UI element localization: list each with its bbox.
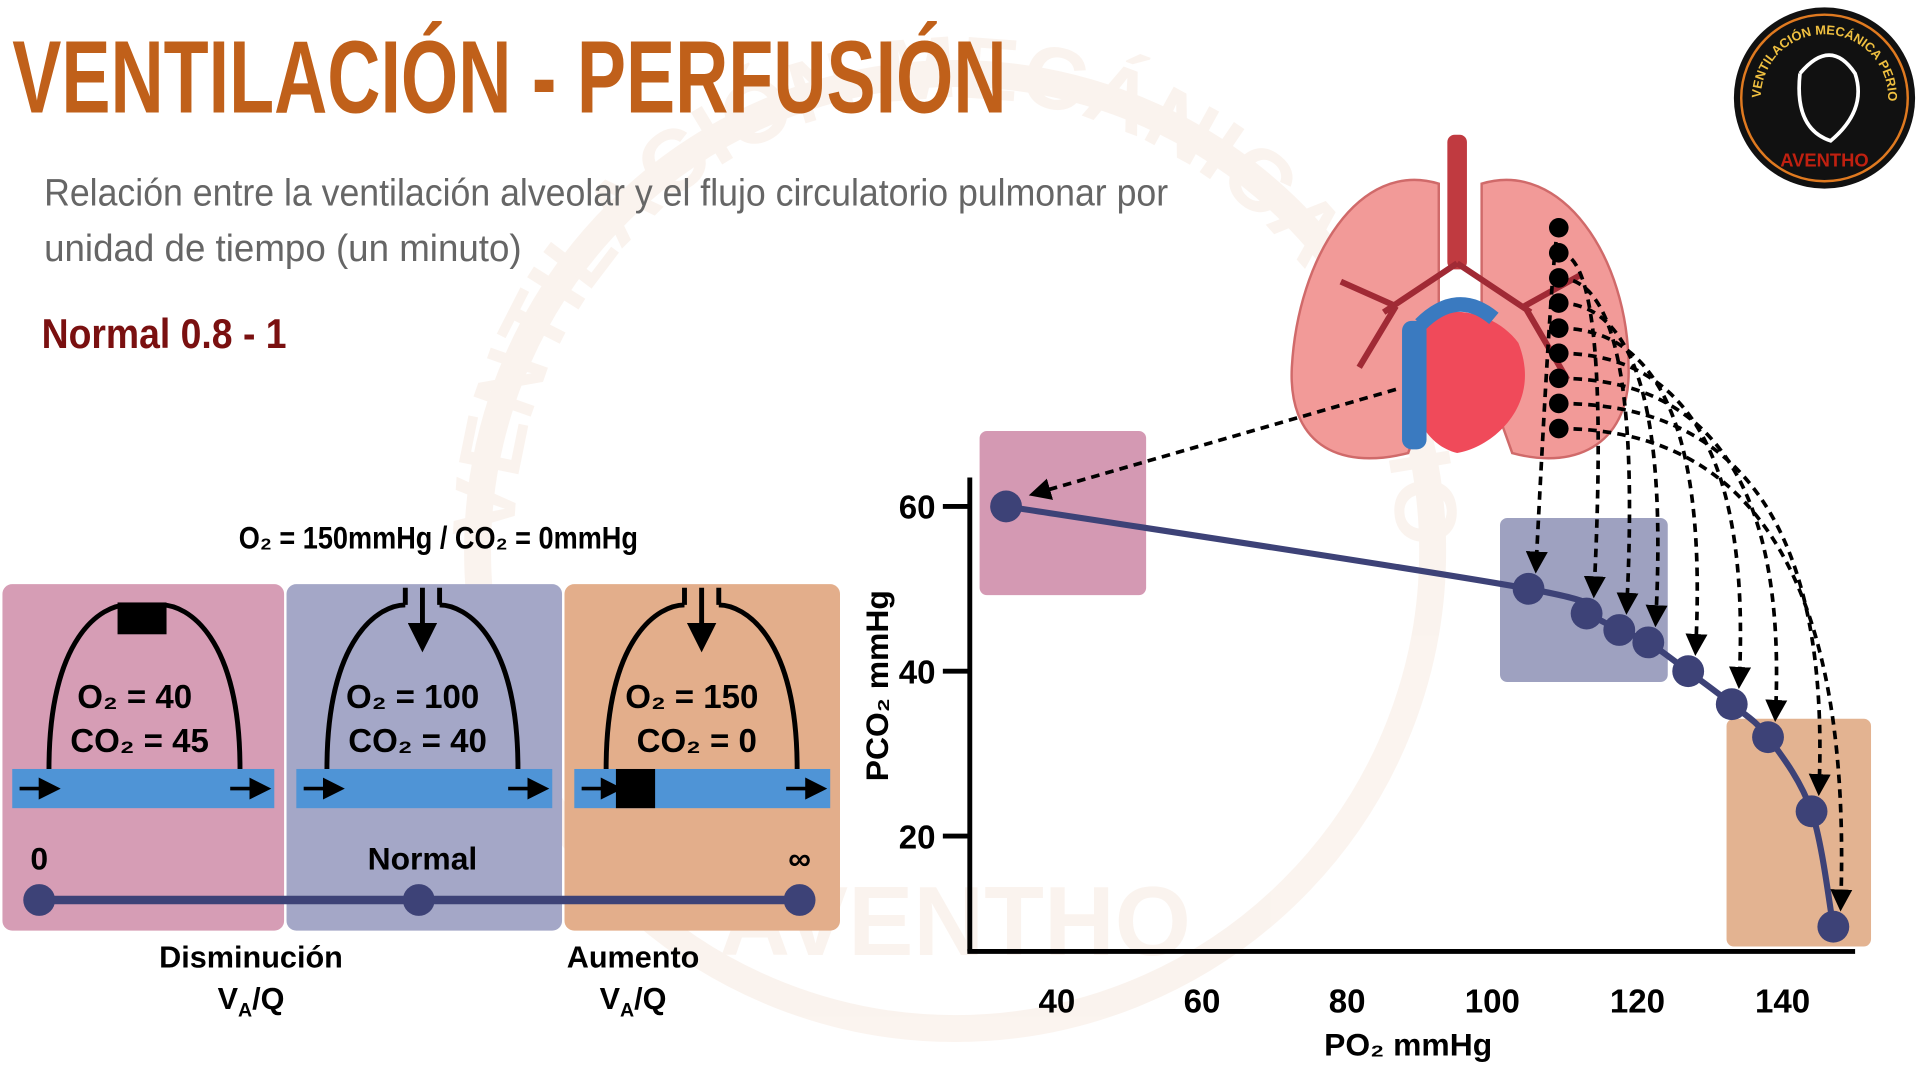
- ratio-part: /Q: [634, 982, 666, 1016]
- lung-sample: [1548, 368, 1569, 389]
- unit-box: [2, 584, 285, 931]
- lung-sample: [1548, 318, 1569, 338]
- arrow: [1558, 326, 1708, 657]
- lung-sample: [1548, 293, 1569, 313]
- co2-value: CO₂ = 45: [70, 723, 209, 760]
- scale-point: [402, 884, 435, 916]
- ratio-part: /Q: [252, 982, 284, 1016]
- alveolus: [603, 602, 800, 769]
- ratio-part: A: [238, 999, 252, 1021]
- lung-sample: [1548, 393, 1569, 414]
- airway-block: [117, 602, 167, 635]
- scale-caption: Disminución: [159, 940, 343, 974]
- arrow: [1558, 351, 1751, 689]
- o2-value: O₂ = 100: [346, 679, 479, 716]
- perfusion-block: [615, 768, 656, 809]
- scale-label: ∞: [788, 840, 811, 876]
- co2-value: CO₂ = 40: [348, 723, 487, 760]
- o2-value: O₂ = 150: [625, 679, 758, 716]
- scale-point: [23, 884, 56, 916]
- airway: [402, 587, 443, 605]
- y-tick-label: 40: [899, 654, 936, 691]
- lung-sample: [1548, 268, 1569, 288]
- scale-label: 0: [30, 840, 48, 876]
- point: [1752, 721, 1784, 754]
- arrow: [1028, 387, 1397, 500]
- scale-label: Normal: [368, 840, 478, 876]
- lungs-illustration: [1290, 134, 1630, 460]
- arrow: [1558, 301, 1668, 628]
- scale-caption: Aumento: [567, 940, 700, 974]
- arrow: [1558, 426, 1853, 912]
- x-tick-label: 100: [1465, 984, 1520, 1021]
- unit-box: [286, 584, 563, 931]
- x-axis-label: PO₂ mmHg: [1324, 1027, 1492, 1063]
- ratio-part: V: [600, 982, 621, 1016]
- subtitle: Relación entre la ventilación alveolar y…: [44, 173, 1168, 215]
- ratio-part: V: [218, 982, 239, 1016]
- lung-sample: [1548, 243, 1569, 263]
- point: [1632, 626, 1665, 659]
- arrow: [1558, 376, 1788, 722]
- airway: [682, 587, 722, 605]
- scale-point: [783, 884, 816, 916]
- y-tick-label: 20: [899, 819, 936, 856]
- lung-sample: [1548, 418, 1569, 439]
- co2-value: CO₂ = 0: [637, 723, 757, 760]
- title: VENTILACIÓN - PERFUSIÓN: [12, 20, 1006, 135]
- lung-sample: [1548, 217, 1569, 238]
- normal-range: Normal 0.8 - 1: [42, 310, 287, 357]
- point: [990, 490, 1022, 523]
- logo-brand: AVENTHO: [1780, 150, 1868, 171]
- ratio-label: VA/Q: [218, 982, 285, 1021]
- ratio-label: VA/Q: [600, 982, 667, 1021]
- zone-box: [1726, 718, 1872, 947]
- y-axis-label: PCO₂ mmHg: [859, 590, 895, 781]
- point: [1603, 614, 1636, 646]
- unit-box: [564, 584, 840, 931]
- arrow: [1558, 401, 1831, 797]
- inspired-gas: O₂ = 150mmHg / CO₂ = 0mmHg: [239, 520, 638, 556]
- point: [1817, 910, 1850, 943]
- alveolus: [46, 602, 243, 769]
- point: [1715, 688, 1748, 721]
- subtitle: unidad de tiempo (un minuto): [44, 228, 522, 270]
- x-tick-label: 120: [1610, 984, 1665, 1021]
- point: [1512, 572, 1545, 605]
- y-tick-label: 60: [899, 490, 936, 527]
- ratio-part: A: [620, 999, 634, 1021]
- lung-sample: [1548, 343, 1569, 364]
- point: [1570, 597, 1603, 630]
- x-tick-label: 140: [1755, 984, 1810, 1021]
- x-tick-label: 40: [1038, 984, 1075, 1021]
- arrow: [1558, 251, 1606, 599]
- o2-value: O₂ = 40: [77, 679, 192, 716]
- point: [1795, 795, 1828, 828]
- x-tick-label: 80: [1329, 984, 1366, 1021]
- alveolus: [324, 602, 521, 769]
- point: [1672, 655, 1705, 688]
- x-tick-label: 60: [1184, 984, 1221, 1021]
